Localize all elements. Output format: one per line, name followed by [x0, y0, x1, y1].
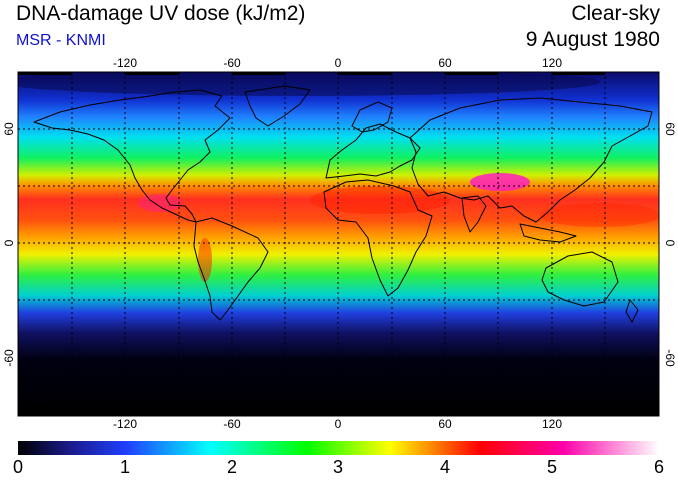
lon-tick-label: 60: [438, 56, 452, 70]
colorbar-label: 4: [439, 457, 451, 477]
lon-tick-label: 0: [335, 56, 342, 70]
lat-tick-label: 60: [2, 122, 16, 136]
southeast-asia-islands: [519, 223, 577, 243]
lat-tick-label: 0: [2, 239, 16, 246]
lon-tick-label: 120: [542, 417, 562, 431]
lon-tick-label: -120: [113, 417, 137, 431]
lon-tick-label: -120: [113, 56, 137, 70]
colorbar-label: 3: [332, 457, 344, 477]
source-label: MSR - KNMI: [16, 32, 106, 49]
lon-tick-label: 60: [438, 417, 452, 431]
lon-labels-bottom: -120 -60 0 60 120: [113, 417, 562, 431]
colorbar-label: 0: [12, 457, 24, 477]
lat-labels-right: 60 0 -60: [663, 122, 677, 367]
lat-tick-label: 0: [663, 240, 677, 247]
lat-tick-label: 60: [663, 122, 677, 136]
colorbar-label: 5: [546, 457, 558, 477]
sky-condition-label: Clear-sky: [571, 2, 660, 25]
colorbar-label: 6: [653, 457, 665, 477]
andes-hotspot: [198, 238, 212, 282]
pacific-hot-region: [540, 203, 659, 227]
frame-bottom-bands: [18, 413, 605, 416]
europe-coast: [325, 123, 421, 179]
colorbar-label: 1: [119, 457, 131, 477]
australia-coast: [541, 251, 619, 307]
lon-labels-top: -120 -60 0 60 120: [113, 56, 562, 70]
central-america-hotspot: [138, 194, 182, 212]
chart-title: DNA-damage UV dose (kJ/m2): [16, 2, 306, 25]
scandinavia-coast: [351, 101, 393, 133]
frame-top-bands: [18, 72, 605, 75]
tibet-hotspot: [470, 173, 530, 191]
graticule: [18, 72, 659, 416]
sahara-hot-region: [310, 186, 450, 214]
lon-tick-label: -60: [223, 56, 241, 70]
south-america-coast: [193, 217, 269, 321]
lon-tick-label: 0: [335, 417, 342, 431]
date-label: 9 August 1980: [525, 28, 660, 51]
india-coast: [461, 195, 487, 233]
arctic-ocean-region: [18, 72, 600, 96]
colorbar-label: 2: [226, 457, 238, 477]
asia-coast: [409, 97, 653, 223]
new-zealand-coast: [625, 299, 639, 323]
map-frame: [17, 71, 660, 417]
antarctica-coast: [18, 401, 659, 409]
lon-tick-label: -60: [223, 417, 241, 431]
greenland-coast: [244, 85, 311, 127]
lat-tick-label: -60: [2, 349, 16, 367]
lat-labels-left: 60 0 -60: [2, 122, 16, 367]
colorbar: [18, 441, 659, 455]
lon-tick-label: 120: [542, 56, 562, 70]
lat-tick-label: -60: [663, 349, 677, 367]
north-america-coast: [33, 89, 231, 223]
